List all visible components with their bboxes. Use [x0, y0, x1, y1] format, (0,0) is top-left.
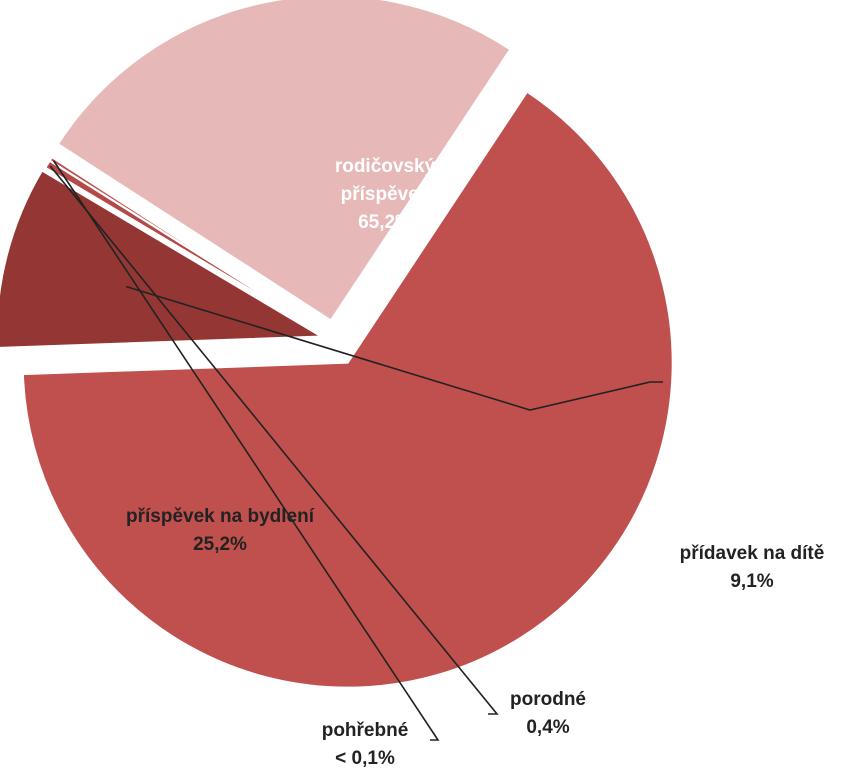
- leader-line-3: [52, 160, 440, 741]
- leader-lines: [49, 160, 663, 741]
- slice-value-label: < 0,1%: [335, 748, 395, 769]
- slice-label-1: přídavek na dítě 9,1%: [680, 543, 825, 592]
- pie-slice-3: [48, 155, 326, 335]
- slice-name-label: přídavek na dítě: [680, 543, 825, 564]
- slice-labels: rodičovský příspěvek 65,2% přídavek na dítě…: [126, 156, 824, 769]
- slice-label-2: porodné 0,4%: [510, 689, 586, 738]
- pie-slice-1: [0, 169, 325, 349]
- slice-name-label: pohřebné: [322, 720, 409, 741]
- pie-slice-0: [21, 90, 674, 689]
- slice-name-label: porodné: [510, 689, 586, 710]
- slice-value-label: 9,1%: [730, 571, 773, 592]
- leader-line-1: [125, 285, 663, 411]
- pie-slice-4: [56, 0, 512, 322]
- slice-name-label: příspěvek: [341, 184, 430, 205]
- pie-slices: [0, 0, 674, 689]
- slice-label-3: pohřebné < 0,1%: [322, 720, 409, 769]
- slice-label-4: příspěvek na bydlení 25,2%: [126, 506, 315, 555]
- leader-line-2: [49, 165, 499, 715]
- slice-value-label: 65,2%: [358, 212, 412, 233]
- slice-value-label: 0,4%: [526, 717, 569, 738]
- slice-label-0: rodičovský příspěvek 65,2%: [335, 156, 436, 233]
- slice-name-label: rodičovský: [335, 156, 436, 177]
- slice-value-label: 25,2%: [193, 534, 247, 555]
- slice-name-label: příspěvek na bydlení: [126, 506, 315, 527]
